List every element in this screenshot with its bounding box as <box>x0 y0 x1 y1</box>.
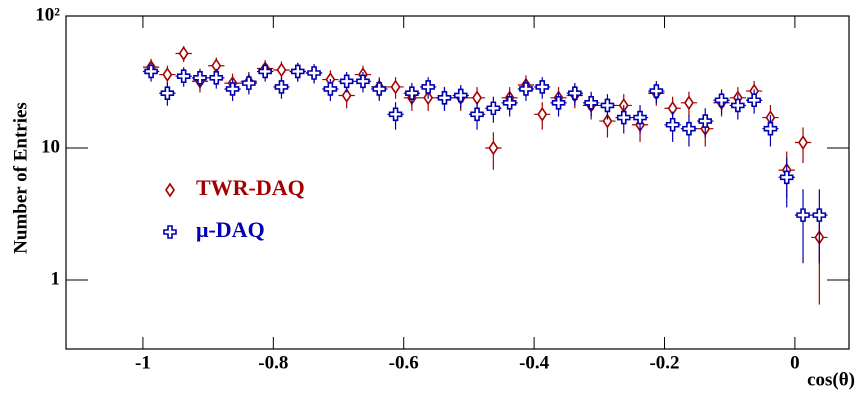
x-tick-label: -0.8 <box>258 352 288 373</box>
marker <box>176 69 191 83</box>
x-tick-label: 0 <box>790 352 800 373</box>
marker <box>779 170 794 185</box>
y-tick-label: 10 <box>41 136 60 157</box>
marker <box>731 98 745 113</box>
legend-marker <box>163 225 177 239</box>
marker <box>665 117 680 132</box>
marker <box>193 71 207 85</box>
marker <box>714 93 729 108</box>
marker <box>698 114 713 128</box>
marker <box>682 121 696 136</box>
marker <box>339 74 354 89</box>
marker <box>796 208 810 222</box>
marker <box>162 67 173 83</box>
marker <box>551 95 566 110</box>
marker <box>276 62 287 78</box>
marker <box>519 82 533 96</box>
y-tick-label: 1 <box>51 268 61 289</box>
marker <box>209 71 224 85</box>
x-tick-label: -1 <box>135 352 151 373</box>
marker <box>747 93 761 108</box>
marker <box>388 107 403 122</box>
marker <box>437 91 452 105</box>
marker <box>472 90 483 106</box>
marker <box>535 80 550 94</box>
marker <box>600 98 615 113</box>
marker <box>160 86 175 101</box>
marker <box>242 76 256 90</box>
marker <box>290 64 305 79</box>
marker <box>798 135 808 150</box>
legend-label: μ-DAQ <box>196 217 265 242</box>
y-axis-title: Number of Entries <box>10 102 31 254</box>
marker <box>421 80 435 94</box>
marker <box>390 79 401 95</box>
marker <box>488 140 499 156</box>
marker <box>372 82 387 96</box>
marker <box>584 95 598 110</box>
marker <box>144 64 158 79</box>
marker <box>405 86 419 101</box>
marker <box>356 74 370 89</box>
legend-marker <box>165 182 175 198</box>
marker <box>307 66 321 80</box>
marker <box>649 84 664 98</box>
x-axis-title: cos(θ) <box>807 369 855 390</box>
marker <box>453 88 468 103</box>
x-tick-label: -0.4 <box>519 352 550 373</box>
marker <box>470 107 484 122</box>
legend-label: TWR-DAQ <box>196 175 305 200</box>
marker <box>323 82 338 96</box>
y-tick-label: 10² <box>35 4 60 25</box>
x-tick-label: -0.6 <box>389 352 419 373</box>
marker <box>683 95 694 111</box>
marker <box>258 64 272 79</box>
marker <box>274 80 289 94</box>
marker <box>812 208 827 222</box>
marker <box>763 121 778 136</box>
marker <box>225 82 240 96</box>
marker <box>486 101 501 116</box>
x-tick-label: -0.2 <box>649 352 679 373</box>
marker <box>341 88 352 103</box>
marker <box>616 110 631 125</box>
marker <box>602 113 613 129</box>
plot-frame <box>65 15 850 350</box>
marker <box>178 46 189 61</box>
marker <box>568 86 582 101</box>
marker <box>537 106 548 122</box>
marker <box>633 110 647 125</box>
marker <box>502 95 517 110</box>
